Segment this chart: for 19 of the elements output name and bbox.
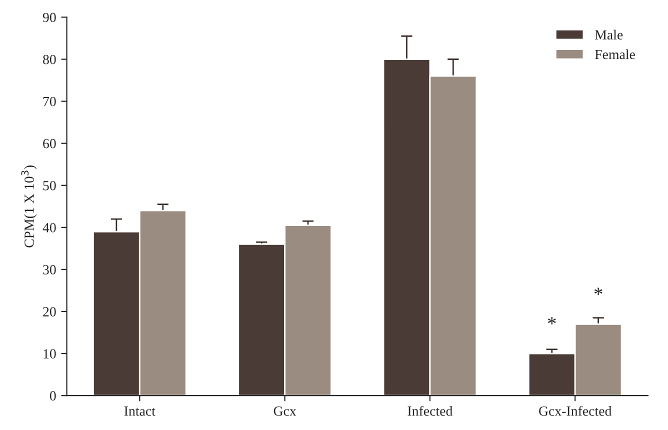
- y-tick-label: 60: [43, 138, 56, 148]
- y-tick-label: 80: [43, 54, 56, 64]
- y-tick-label: 10: [44, 349, 56, 359]
- annotation: *: [594, 288, 602, 295]
- x-tick-label: Gcx-Infected: [539, 406, 612, 416]
- y-tick-label: 70: [43, 96, 56, 106]
- y-tick-label: 50: [43, 180, 56, 190]
- y-axis-title: CPM(1 X 10$^{3}$): [21, 166, 37, 248]
- x-tick-label: Intact: [124, 406, 156, 416]
- legend-label: Male: [594, 30, 623, 40]
- y-tick-label: 20: [43, 307, 56, 316]
- legend-label: Female: [594, 49, 635, 60]
- y-tick-label: 30: [43, 265, 56, 274]
- y-tick-label: 90: [42, 12, 56, 22]
- y-tick-label: 0: [50, 391, 56, 401]
- y-tick-label: 40: [42, 223, 56, 232]
- x-tick-label: Infected: [408, 406, 453, 416]
- x-tick-label: Gcx: [274, 406, 296, 416]
- annotation: *: [548, 317, 556, 324]
